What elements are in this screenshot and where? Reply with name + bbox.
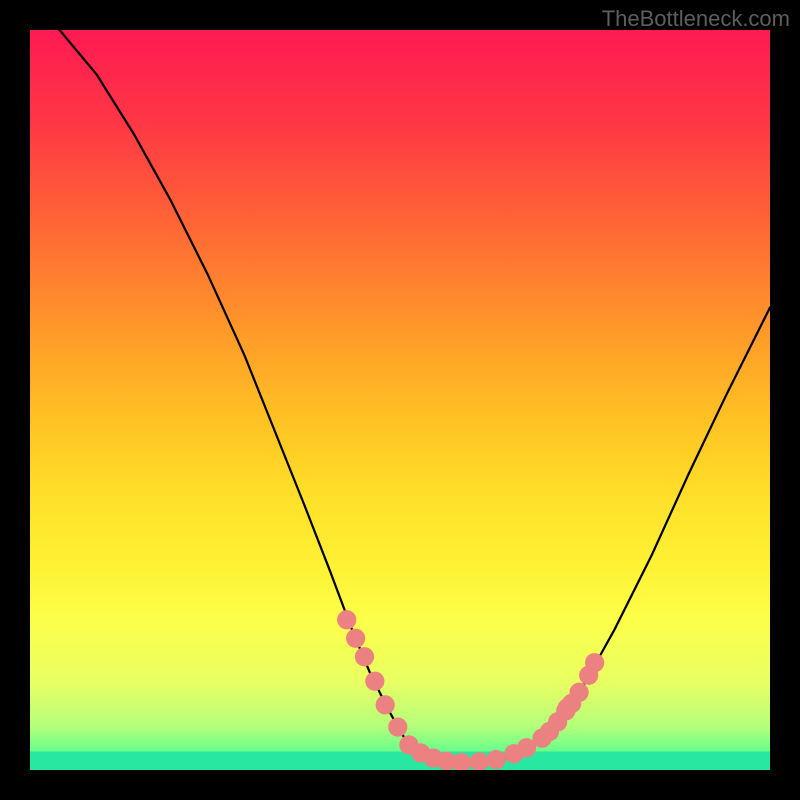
marker-dot [355,647,374,666]
plot-area [30,30,770,770]
watermark-text: TheBottleneck.com [602,6,790,32]
marker-dot [487,750,506,769]
marker-dot [346,629,365,648]
marker-dot [585,653,604,672]
marker-dot [337,610,356,629]
bottom-green-band [30,752,770,771]
marker-dot [569,683,588,702]
plot-background [30,30,770,770]
marker-dot [376,695,395,714]
chart-canvas: TheBottleneck.com [0,0,800,800]
marker-dot [388,717,407,736]
marker-dot [365,672,384,691]
